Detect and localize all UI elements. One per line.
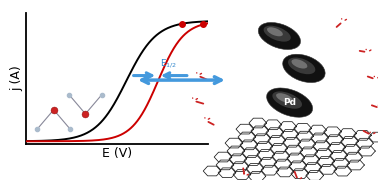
Y-axis label: j (A): j (A) [11, 65, 24, 91]
X-axis label: E (V): E (V) [102, 147, 132, 160]
Ellipse shape [267, 27, 283, 36]
Ellipse shape [291, 59, 307, 69]
Ellipse shape [283, 54, 325, 83]
Text: E$_{1/2}$: E$_{1/2}$ [160, 57, 177, 70]
Ellipse shape [263, 26, 291, 42]
Ellipse shape [266, 88, 313, 117]
Ellipse shape [258, 22, 301, 50]
Ellipse shape [273, 91, 302, 109]
Ellipse shape [288, 58, 315, 74]
Ellipse shape [276, 93, 293, 103]
Text: Pd: Pd [283, 98, 296, 107]
